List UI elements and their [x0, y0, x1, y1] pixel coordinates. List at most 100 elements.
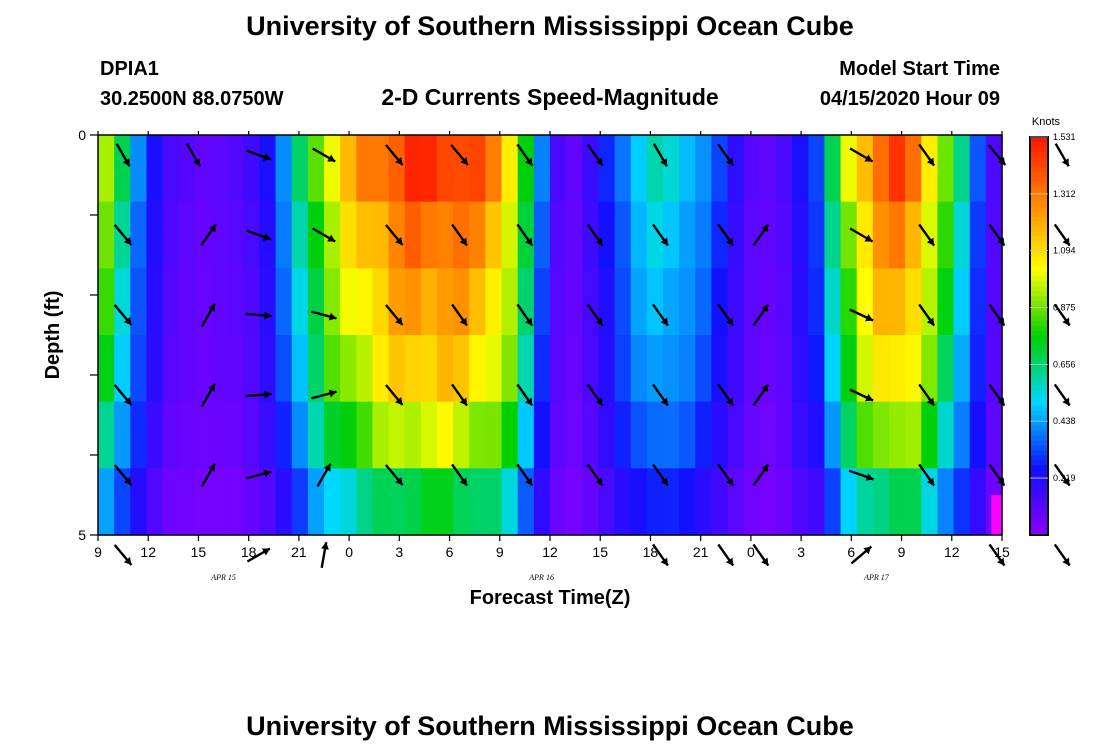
heat-cell [582, 401, 600, 469]
heat-cell [824, 401, 842, 469]
chart-subtitle: 2-D Currents Speed-Magnitude [381, 84, 718, 110]
current-arrow [384, 224, 404, 246]
heat-cell [840, 335, 858, 403]
colorbar-swatch [1030, 455, 1048, 461]
current-arrow [1054, 143, 1070, 167]
heat-cell [533, 468, 551, 536]
heat-cell [808, 268, 826, 336]
current-arrow [384, 464, 404, 486]
heat-cell [307, 401, 325, 469]
heat-cell [598, 135, 616, 203]
heat-cell [663, 135, 680, 203]
heatmap-cells [98, 135, 1003, 536]
current-arrow [516, 143, 534, 167]
current-arrow [918, 223, 936, 247]
heat-cell [356, 135, 374, 203]
heat-cell [162, 468, 180, 536]
heat-cell [921, 268, 939, 336]
colorbar-swatch [1030, 440, 1048, 447]
heat-cell [243, 335, 261, 403]
heat-cell [889, 268, 906, 336]
current-arrow [311, 389, 337, 400]
heat-cell [243, 468, 261, 536]
heat-cell [227, 201, 244, 269]
heat-cell [727, 135, 745, 203]
heat-cell [211, 468, 228, 536]
heat-cell [324, 135, 341, 203]
colorbar-swatch [1030, 415, 1048, 422]
colorbar-swatch [1030, 435, 1048, 442]
heat-cell [792, 201, 809, 269]
current-arrow [850, 545, 873, 565]
colorbar-swatch [1030, 460, 1048, 466]
heat-cell [469, 335, 487, 403]
colorbar-swatch [1030, 176, 1048, 183]
heat-cell [566, 468, 583, 536]
heat-cell [872, 268, 890, 336]
current-arrow [185, 143, 201, 167]
colorbar-tick-label: 1.531 [1053, 132, 1076, 142]
heat-cell [372, 468, 390, 536]
heat-cell [937, 335, 955, 403]
heat-cell [517, 468, 535, 536]
colorbar-swatch [1030, 470, 1048, 476]
heat-cell [437, 335, 454, 403]
colorbar-swatch [1030, 410, 1048, 417]
colorbar-swatch [1030, 311, 1048, 317]
heat-cell [485, 401, 503, 469]
colorbar-swatch [1030, 350, 1048, 357]
colorbar-tick-label: 0.219 [1053, 473, 1076, 483]
current-arrow [918, 383, 936, 407]
heat-cell [146, 335, 164, 403]
colorbar-swatch [1030, 340, 1048, 347]
colorbar-tick-label: 0.656 [1053, 359, 1076, 369]
heat-cell [469, 201, 487, 269]
heat-cell [420, 335, 438, 403]
heat-cell [146, 135, 164, 203]
heat-cell [533, 335, 551, 403]
heat-cell [872, 201, 890, 269]
date-label: APR 17 [863, 573, 890, 582]
current-arrow [246, 547, 271, 563]
current-arrow [717, 543, 735, 567]
colorbar-swatch [1030, 420, 1048, 427]
x-tick-label: 6 [446, 544, 454, 560]
colorbar-swatch [1030, 316, 1048, 322]
heat-cell [759, 201, 777, 269]
date-label: APR 16 [528, 573, 554, 582]
heat-cell [291, 468, 309, 536]
heat-cell [582, 335, 600, 403]
current-arrow [1053, 383, 1071, 407]
heat-cell [340, 135, 357, 203]
current-arrow [717, 223, 735, 247]
heat-cell [388, 401, 406, 469]
colorbar-swatch [1030, 296, 1048, 302]
heat-cell [340, 468, 357, 536]
heat-cell [905, 201, 922, 269]
max-marker [991, 495, 1002, 535]
current-arrow [849, 147, 874, 163]
heat-cell [889, 201, 906, 269]
heat-cell [743, 135, 761, 203]
current-arrow [586, 223, 604, 247]
heat-cell [162, 335, 180, 403]
heat-cell [695, 201, 713, 269]
heat-cell [517, 135, 535, 203]
heat-cell [711, 401, 729, 469]
colorbar-swatch [1030, 326, 1048, 332]
colorbar-tick-label: 1.312 [1053, 189, 1076, 199]
heat-cell [227, 335, 244, 403]
current-arrow [586, 463, 604, 487]
colorbar-tick-label: 0.438 [1053, 416, 1076, 426]
colorbar-swatch [1030, 360, 1048, 367]
heat-cell [711, 335, 729, 403]
heat-cell [663, 201, 680, 269]
heat-cell [824, 201, 842, 269]
current-arrow [200, 303, 216, 327]
current-arrow [586, 143, 604, 167]
heat-cell [889, 335, 906, 403]
heat-cell [727, 468, 745, 536]
colorbar-tick-label: 1.094 [1053, 246, 1076, 256]
heat-cell [307, 335, 325, 403]
